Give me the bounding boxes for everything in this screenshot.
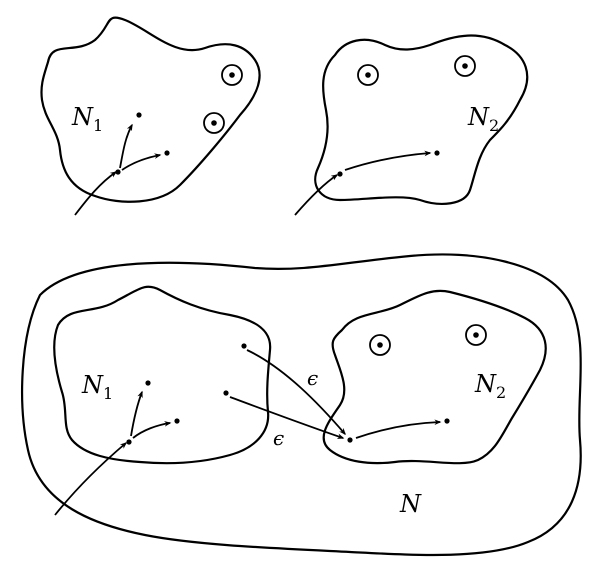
entry-arrow <box>54 442 128 516</box>
fixed-point-marker <box>369 334 391 356</box>
state-dot <box>347 437 353 443</box>
state-dot <box>434 150 440 156</box>
state-dot <box>444 418 450 424</box>
fixed-point-center <box>462 63 468 69</box>
fixed-point-center <box>211 120 217 126</box>
trajectory-arrow <box>121 153 162 171</box>
state-dot <box>145 380 151 386</box>
fixed-point-marker <box>357 64 379 86</box>
top-n2-boundary <box>314 34 529 205</box>
trajectory-arrow <box>130 390 143 437</box>
entry-arrow <box>294 174 339 216</box>
fixed-point-center <box>377 342 383 348</box>
bottom-n-label: N <box>399 490 422 518</box>
trajectory-arrow <box>132 421 172 439</box>
epsilon-label-upper: ϵ <box>307 366 318 390</box>
top-n1-boundary <box>40 16 261 203</box>
bottom-n1-label: N1 <box>81 371 113 403</box>
state-dot <box>337 171 343 177</box>
outer-n-boundary <box>21 253 582 557</box>
trajectory-arrow <box>119 123 133 169</box>
top-n1-label: N1 <box>71 103 103 135</box>
bottom-n2-label: N2 <box>474 370 506 402</box>
state-dot <box>241 343 247 349</box>
fixed-point-marker <box>203 112 225 134</box>
entry-arrow <box>74 171 118 216</box>
fixed-point-marker <box>454 55 476 77</box>
state-dot <box>126 439 132 445</box>
state-dot <box>164 150 170 156</box>
state-dot <box>223 390 229 396</box>
fixed-point-marker <box>465 324 487 346</box>
state-dot <box>136 112 142 118</box>
fixed-point-center <box>473 332 479 338</box>
bottom-n2-boundary <box>322 289 547 465</box>
bottom-n1-boundary <box>53 285 272 465</box>
fixed-point-center <box>229 72 235 78</box>
top-region-n2: N2 <box>294 34 529 216</box>
top-n2-label: N2 <box>467 103 499 135</box>
fixed-point-center <box>365 72 371 78</box>
top-region-n1: N1 <box>40 16 261 216</box>
fixed-point-marker <box>221 64 243 86</box>
epsilon-transfer-arrow-lower <box>229 396 345 439</box>
epsilon-label-lower: ϵ <box>273 426 284 450</box>
trajectory-arrow <box>355 419 442 439</box>
state-dot <box>115 169 121 175</box>
trajectory-arrow <box>344 150 432 171</box>
bottom-region-n: N N1 N2 ϵ ϵ <box>21 253 582 557</box>
state-dot <box>174 418 180 424</box>
epsilon-transfer-arrow-upper <box>246 349 346 436</box>
